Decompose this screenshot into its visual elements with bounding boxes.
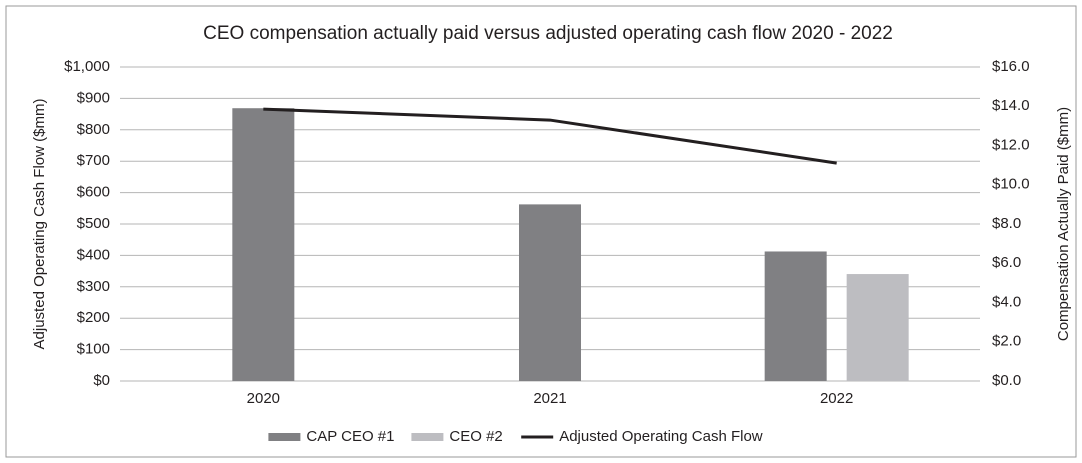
y2-tick-label: $12.0 [992,136,1030,153]
y-tick-label: $600 [77,184,110,201]
line [263,107,837,165]
bar [846,274,909,381]
y-axis-title: Adjusted Operating Cash Flow ($mm) [31,99,48,350]
y2-tick-label: $14.0 [992,97,1030,114]
y2-tick-label: $10.0 [992,176,1030,193]
y2-tick-label: $4.0 [992,293,1021,310]
y-tick-label: $1,000 [64,58,110,75]
y-tick-label: $0 [93,372,110,389]
x-tick-label: 2021 [533,390,566,407]
bar [232,108,295,382]
chart-title: CEO compensation actually paid versus ad… [203,23,893,44]
y-tick-label: $100 [77,341,110,358]
legend-swatch [411,433,444,441]
bar [764,251,827,381]
x-tick-label: 2020 [247,390,280,407]
y2-tick-label: $2.0 [992,333,1021,350]
y-tick-label: $300 [77,278,110,295]
y2-tick-label: $0.0 [992,372,1021,389]
y-tick-label: $700 [77,152,110,169]
legend-label: CEO #2 [449,428,502,445]
y2-tick-label: $8.0 [992,215,1021,232]
legend-label: Adjusted Operating Cash Flow [559,428,763,445]
y2-tick-label: $16.0 [992,58,1030,75]
legend-swatch [268,433,301,441]
y2-axis-title: Compensation Actually Paid ($mm) [1055,107,1072,341]
y2-tick-label: $6.0 [992,254,1021,271]
y-tick-label: $900 [77,89,110,106]
bar [519,204,581,381]
legend-label: CAP CEO #1 [306,428,394,445]
y-tick-label: $400 [77,246,110,263]
y-tick-label: $500 [77,215,110,232]
y-tick-label: $800 [77,121,110,138]
y-tick-label: $200 [77,309,110,326]
x-tick-label: 2022 [820,390,853,407]
